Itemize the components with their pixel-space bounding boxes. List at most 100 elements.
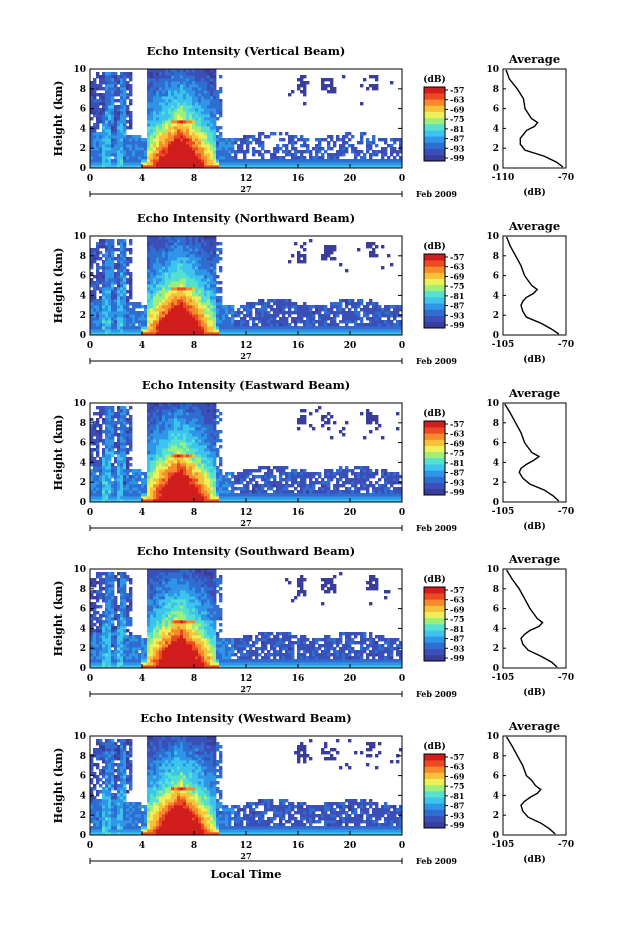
avg-y-tick-label: 0 [493,664,499,674]
avg-x-tick-label: -105 [492,340,515,350]
x-tick-label: 16 [292,174,305,184]
colorbar-label: -63 [450,595,465,605]
x-tick-label: 4 [139,508,145,518]
avg-profile-line [504,403,560,502]
avg-x-axis-label: (dB) [523,521,545,532]
colorbar-segment [424,617,445,625]
panel-title: Echo Intensity (Northward Beam) [137,211,355,225]
colorbar-segment [424,784,445,792]
colorbar-segment [424,309,445,316]
colorbar-label: -99 [450,487,465,497]
y-tick-label: 4 [80,458,86,468]
colorbar-label: -63 [450,429,465,439]
avg-title: Average [508,219,560,233]
colorbar-segment [424,451,445,459]
x-tick-label: 0 [399,174,405,184]
avg-y-tick-label: 4 [493,124,499,134]
y-tick-label: 10 [73,232,86,242]
avg-x-axis-label: (dB) [523,687,545,698]
date-label: Feb 2009 [416,856,457,866]
avg-y-tick-label: 6 [493,772,499,782]
avg-y-tick-label: 2 [493,811,499,821]
colorbar-frame [423,753,446,829]
x-tick-label: 16 [292,341,305,351]
colorbar-label: -57 [450,585,464,595]
x-tick-label: 0 [87,341,93,351]
colorbar-segment [424,630,445,637]
x-tick-label: 12 [240,674,253,684]
y-tick-label: 6 [80,439,86,449]
x-tick-label: 16 [292,841,305,851]
day-label: 27 [240,851,251,861]
colorbar-segment [424,284,445,292]
avg-y-tick-label: 2 [493,478,499,488]
avg-x-axis-label: (dB) [523,187,545,198]
x-tick-label: 12 [240,508,253,518]
panel-title: Echo Intensity (Vertical Beam) [147,44,346,58]
x-tick-label: 4 [139,841,145,851]
avg-y-tick-label: 0 [493,831,499,841]
colorbar-segment [424,488,445,496]
colorbar-label: -99 [450,653,465,663]
colorbar-label: -93 [450,477,465,487]
colorbar-segment [424,117,445,125]
colorbar-label: -75 [450,448,464,458]
avg-y-tick-label: 0 [493,331,499,341]
y-tick-label: 8 [80,585,86,595]
y-tick-label: 0 [80,331,86,341]
colorbar-segment [424,809,445,816]
colorbar-segment [424,433,445,440]
x-tick-label: 4 [139,174,145,184]
avg-y-tick-label: 10 [486,399,499,409]
avg-y-tick-label: 10 [486,232,499,242]
colorbar-label: -81 [450,124,464,134]
colorbar-segment [424,291,445,298]
avg-y-tick-label: 2 [493,644,499,654]
panel-3: Echo Intensity (Eastward Beam) 0 2 4 6 8 10 Hei… [52,378,574,533]
colorbar-segment [424,278,445,286]
y-tick-label: 10 [73,565,86,575]
colorbar-label: -63 [450,95,465,105]
colorbar-label: -63 [450,762,465,772]
colorbar-segment [424,470,445,477]
colorbar-label: -93 [450,810,465,820]
colorbar-segment [424,778,445,786]
y-tick-label: 2 [80,811,86,821]
y-tick-label: 4 [80,791,86,801]
panel-title: Echo Intensity (Westward Beam) [140,711,351,725]
colorbar-label: -69 [450,271,465,281]
avg-x-axis-label: (dB) [523,354,545,365]
colorbar-label: -81 [450,458,464,468]
colorbar-frame [423,86,446,162]
avg-x-tick-label: -105 [492,673,515,683]
colorbar-segment [424,154,445,162]
avg-frame [502,68,567,169]
colorbar-segment [424,421,445,428]
y-axis-label: Height (km) [52,81,65,157]
panel-1: Echo Intensity (Vertical Beam) 0 2 4 6 8 10 Hei… [52,44,574,199]
colorbar-segment [424,130,445,137]
y-tick-label: 6 [80,105,86,115]
avg-y-tick-label: 0 [493,498,499,508]
colorbar-label: -93 [450,143,465,153]
colorbar-segment [424,791,445,798]
avg-profile-line [505,236,560,335]
avg-y-tick-label: 0 [493,164,499,174]
colorbar-segment [424,272,445,279]
x-tick-label: 0 [399,841,405,851]
colorbar-segment [424,124,445,131]
avg-profile-line [506,736,556,835]
avg-x-tick-label: -70 [558,340,574,350]
y-tick-label: 8 [80,252,86,262]
x-tick-label: 0 [87,174,93,184]
colorbar-segment [424,297,445,304]
avg-y-tick-label: 8 [493,585,499,595]
x-tick-label: 12 [240,841,253,851]
y-axis-label: Height (km) [52,581,65,657]
colorbar-label: -99 [450,820,465,830]
avg-x-tick-label: -110 [492,173,515,183]
x-tick-label: 16 [292,674,305,684]
colorbar-segment [424,266,445,273]
y-tick-label: 0 [80,498,86,508]
